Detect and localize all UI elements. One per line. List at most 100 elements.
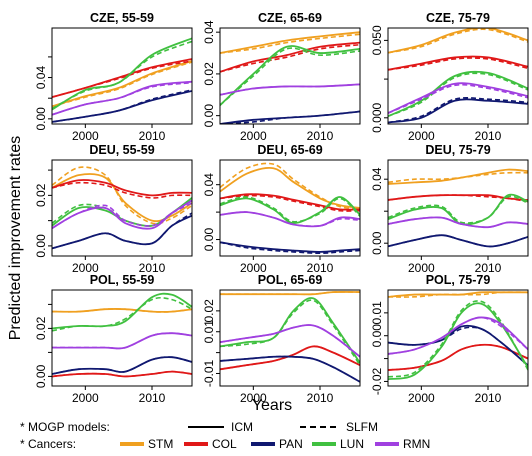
x-tick-label-pol-65-69-2010: 2010 <box>307 391 334 405</box>
y-tick-label-pol-65-69-0: -0.01 <box>202 359 216 387</box>
x-tick-label-deu-75-79-2010: 2010 <box>475 261 502 275</box>
line-cze-75-79-rmn-icm <box>388 82 528 114</box>
line-deu-65-69-lun-slfm <box>220 196 360 223</box>
y-tick-label-deu-75-79-0: 0.00 <box>370 231 384 255</box>
y-tick-label-pol-75-79-0: -0.02 <box>370 367 384 395</box>
line-cze-75-79-lun-slfm <box>388 72 528 117</box>
legend-model-icm: ICM <box>231 420 253 434</box>
y-tick-label-pol-55-59-0: 0.00 <box>34 364 48 388</box>
line-cze-65-69-pan-icm <box>220 110 360 124</box>
x-tick-label-pol-55-59-2010: 2010 <box>139 391 166 405</box>
legend-cancers-group: STM COL PAN LUN RMN <box>120 437 430 451</box>
panel-frame-pol-55-59 <box>51 289 193 387</box>
line-pol-65-69-pan-icm <box>220 355 360 383</box>
line-deu-55-59-pan-icm <box>52 214 192 250</box>
legend-cancers-label: * Cancers: <box>20 437 76 451</box>
line-deu-55-59-rmn-icm <box>52 199 192 230</box>
line-pol-65-69-col-icm <box>220 345 360 371</box>
x-tick-label-deu-55-59-2010: 2010 <box>139 261 166 275</box>
line-pol-55-59-pan-icm <box>52 356 192 375</box>
line-deu-55-59-stm-slfm <box>52 166 192 225</box>
x-tick-label-deu-75-79-2000: 2000 <box>408 261 435 275</box>
line-pol-65-69-stm-icm <box>220 291 360 296</box>
line-pol-65-69-rmn-icm <box>220 324 360 358</box>
panel-frame-cze-65-69 <box>219 27 361 125</box>
panel-lines-deu-75-79 <box>388 168 528 248</box>
panel-lines-cze-65-69 <box>220 31 360 124</box>
legend-label-lun: LUN <box>340 437 364 451</box>
y-tick-label-cze-55-59-0: 0.00 <box>34 107 48 131</box>
line-pol-75-79-rmn-icm <box>388 316 528 355</box>
panel-pol-55-59: POL, 55-59 2000 2010 0.00 0.02 <box>34 273 193 405</box>
panel-title-pol-55-59: POL, 55-59 <box>90 273 155 287</box>
line-deu-55-59-col-icm <box>52 179 192 197</box>
y-tick-label-deu-65-69-0: 0.00 <box>202 228 216 252</box>
line-deu-55-59-rmn-slfm <box>52 202 192 229</box>
line-cze-65-69-rmn-icm <box>220 83 360 96</box>
line-cze-75-79-rmn-slfm <box>388 83 528 114</box>
x-tick-label-deu-65-69-2010: 2010 <box>307 261 334 275</box>
x-tick-label-pol-75-79-2010: 2010 <box>475 391 502 405</box>
x-tick-label-deu-55-59-2000: 2000 <box>72 261 99 275</box>
y-tick-label-cze-65-69-0: 0.00 <box>202 104 216 128</box>
panel-deu-75-79: DEU, 75-79 2000 2010 0.00 0.04 <box>370 143 529 275</box>
panel-frame-cze-55-59 <box>51 27 193 125</box>
line-cze-55-59-col-slfm <box>52 60 192 98</box>
y-tick-label-pol-55-59-2: 0.02 <box>34 316 48 340</box>
panel-title-cze-55-59: CZE, 55-59 <box>90 11 154 25</box>
line-deu-75-79-stm-icm <box>388 168 528 185</box>
line-deu-65-69-col-slfm <box>220 194 360 212</box>
y-tick-label-pol-65-69-3: 0.02 <box>202 299 216 323</box>
panel-cze-75-79: CZE, 75-79 2000 2010 0.000 0.050 <box>370 11 529 143</box>
line-deu-65-69-rmn-icm <box>220 211 360 228</box>
panel-lines-deu-55-59 <box>52 166 192 250</box>
line-deu-65-69-pan-slfm <box>220 241 360 255</box>
legend-models-label: * MOGP models: <box>20 420 110 434</box>
line-pol-75-79-stm-icm <box>388 291 528 298</box>
y-tick-label-cze-65-69-2: 0.04 <box>202 20 216 44</box>
line-cze-55-59-stm-icm <box>52 60 192 108</box>
line-cze-55-59-rmn-icm <box>52 80 192 116</box>
line-deu-75-79-lun-slfm <box>388 195 528 224</box>
panel-title-pol-65-69: POL, 65-69 <box>258 273 323 287</box>
panel-pol-75-79: POL, 75-79 2000 2010 -0.02 0.000.01 <box>370 273 529 405</box>
line-cze-75-79-lun-icm <box>388 70 528 118</box>
line-cze-75-79-pan-icm <box>388 98 528 124</box>
panel-lines-pol-65-69 <box>220 291 360 383</box>
panel-title-deu-75-79: DEU, 75-79 <box>425 143 490 157</box>
legend-label-col: COL <box>212 437 237 451</box>
line-deu-65-69-pan-icm <box>220 241 360 253</box>
y-tick-label-cze-75-79-0: 0.000 <box>370 102 384 132</box>
line-pol-55-59-stm-icm <box>52 308 192 313</box>
line-cze-65-69-lun-slfm <box>220 47 360 106</box>
x-tick-label-cze-65-69-2010: 2010 <box>307 129 334 143</box>
line-pol-55-59-rmn-slfm <box>52 332 192 350</box>
line-cze-75-79-stm-slfm <box>388 28 528 54</box>
line-cze-55-59-stm-slfm <box>52 61 192 108</box>
panel-deu-55-59: DEU, 55-59 2000 2010 0.00 0.02 <box>34 143 193 275</box>
y-axis-label: Predicted improvement rates <box>7 136 24 341</box>
line-deu-65-69-col-icm <box>220 193 360 211</box>
panel-lines-cze-55-59 <box>52 37 192 123</box>
legend-label-pan: PAN <box>279 437 303 451</box>
panel-frame-pol-75-79 <box>387 289 529 387</box>
x-tick-label-cze-55-59-2010: 2010 <box>139 129 166 143</box>
panel-frame-pol-65-69 <box>219 289 361 387</box>
panel-pol-65-69: POL, 65-69 2000 2010 -0.01 0.010.02 <box>202 273 361 405</box>
x-tick-label-cze-65-69-2000: 2000 <box>240 129 267 143</box>
line-deu-75-79-rmn-icm <box>388 216 528 229</box>
line-pol-55-59-lun-icm <box>52 292 192 330</box>
panel-title-cze-65-69: CZE, 65-69 <box>258 11 322 25</box>
line-cze-55-59-col-icm <box>52 58 192 99</box>
line-deu-75-79-pan-icm <box>388 234 528 248</box>
panel-lines-cze-75-79 <box>388 28 528 124</box>
line-pol-65-69-lun-icm <box>220 297 360 364</box>
y-tick-label-cze-75-79-2: 0.050 <box>370 25 384 55</box>
line-cze-65-69-col-icm <box>220 41 360 73</box>
line-deu-55-59-stm-icm <box>52 173 192 223</box>
line-pol-75-79-lun-slfm <box>388 300 528 378</box>
line-pol-75-79-col-icm <box>388 343 528 371</box>
line-deu-65-69-stm-icm <box>220 167 360 209</box>
panel-lines-deu-65-69 <box>220 162 360 255</box>
